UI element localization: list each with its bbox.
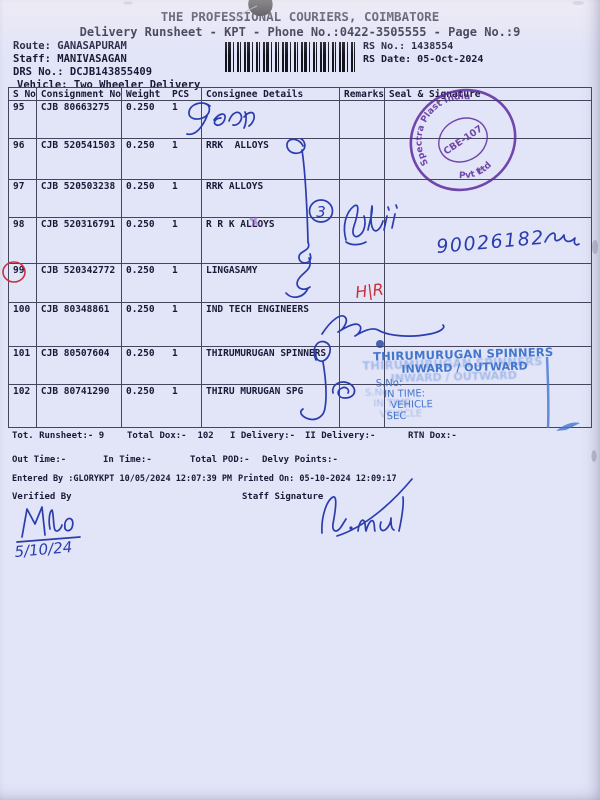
- col-weight: Weight: [125, 89, 161, 100]
- cell-weight: 0.250: [125, 140, 155, 151]
- cell-remarks: [338, 217, 386, 264]
- page-title: THE PROFESSIONAL COURIERS, COIMBATORE: [160, 9, 440, 24]
- in-time: In Time:-: [103, 455, 152, 465]
- staff-line: Staff: MANIVASAGAN: [13, 53, 127, 65]
- cell-weight: 0.250: [125, 386, 155, 397]
- cell-remarks: [338, 263, 386, 303]
- entered-by: Entered By :GLORYKPT 10/05/2024 12:07:39…: [12, 474, 233, 484]
- cell-consignment: CJB 80507604: [35, 346, 122, 385]
- table-row: 97 CJB 520503238 0.250 1 RRK ALLOYS: [8, 179, 593, 218]
- col-sno: S No: [8, 87, 37, 101]
- rtn-dox: RTN Dox:-: [408, 431, 457, 441]
- cell-consignment: CJB 520316791: [35, 217, 122, 264]
- total-runsheet: Tot. Runsheet:- 9: [12, 431, 105, 441]
- cell-consignment: CJB 520342772: [35, 263, 122, 303]
- cell-seal: [384, 100, 593, 139]
- cell-weight: 0.250: [125, 181, 155, 192]
- cell-weight: 0.250: [125, 102, 155, 113]
- inward-outward-stamp: THIRUMURUGAN SPINNERS INWARD / OUTWARD S…: [362, 344, 571, 435]
- rs-number: RS No.: 1438554: [363, 41, 454, 52]
- cell-sno: 100: [8, 302, 37, 347]
- cell-consignee: R R K ALLOYS: [200, 217, 340, 264]
- table-row: 99 CJB 520342772 0.250 1 LINGASAMY: [8, 263, 593, 303]
- i-delivery: I Delivery:-: [230, 431, 296, 441]
- cell-consignment: CJB 80663275: [35, 100, 122, 139]
- col-weight-pcs: Weight PCS: [120, 87, 202, 101]
- printed-on: Printed On: 05-10-2024 12:09:17: [238, 474, 397, 484]
- cell-weight: 0.250: [125, 219, 155, 230]
- runsheet-table: S No Consignment No Weight PCS Consignee …: [8, 87, 593, 428]
- cell-pcs: 1: [171, 102, 178, 113]
- staff-signature-ink: [321, 478, 413, 537]
- table-row: 100 CJB 80348861 0.250 1 IND TECH ENGINEE…: [8, 302, 593, 347]
- page-subtitle: Delivery Runsheet - KPT - Phone No.:0422…: [79, 25, 521, 39]
- cell-consignee: IND TECH ENGINEERS: [200, 302, 340, 347]
- table-row: 98 CJB 520316791 0.250 1 R R K ALLOYS: [8, 217, 593, 264]
- table-row: 95 CJB 80663275 0.250 1: [8, 100, 593, 139]
- barcode: [225, 42, 358, 72]
- total-dox: Total Dox:- 102: [127, 431, 214, 441]
- col-consignee: Consignee Details: [200, 87, 340, 101]
- cell-consignee: THIRU MURUGAN SPG: [200, 384, 340, 428]
- cell-pcs: 1: [171, 140, 178, 151]
- table-row: 102 CJB 80741290 0.250 1 THIRU MURUGAN SP…: [8, 384, 593, 428]
- route-line: Route: GANASAPURAM: [13, 40, 127, 52]
- cell-consignment: CJB 80348861: [35, 302, 122, 347]
- stamp-main-layer: THIRUMURUGAN SPINNERS INWARD / OUTWARD S…: [373, 344, 571, 435]
- verified-by-label: Verified By: [12, 492, 72, 502]
- cell-remarks: [338, 179, 386, 218]
- col-consignment: Consignment No: [35, 87, 122, 101]
- cell-weight: 0.250: [125, 348, 155, 359]
- cell-consignee: RRK ALLOYS: [200, 138, 340, 180]
- col-pcs: PCS: [171, 89, 190, 100]
- col-remarks: Remarks: [338, 87, 386, 101]
- cell-consignee: THIRUMURUGAN SPINNERS: [200, 346, 340, 385]
- cell-pcs: 1: [171, 304, 178, 315]
- cell-consignment: CJB 520503238: [35, 179, 122, 218]
- cell-seal: [384, 263, 593, 303]
- cell-consignment: CJB 80741290: [35, 384, 122, 428]
- staff-signature-label: Staff Signature: [242, 492, 324, 502]
- col-seal: Seal & Signature: [384, 87, 593, 101]
- verified-signature: [16, 506, 81, 543]
- cell-pcs: 1: [171, 265, 178, 276]
- cell-sno: 97: [8, 179, 37, 218]
- cell-sno: 95: [8, 100, 37, 139]
- verified-date: 5/10/24: [14, 538, 73, 561]
- cell-pcs: 1: [171, 348, 178, 359]
- cell-seal: [384, 138, 593, 180]
- cell-remarks: [338, 302, 386, 347]
- cell-seal: [384, 217, 593, 264]
- cell-pcs: 1: [171, 181, 178, 192]
- cell-seal: [384, 384, 593, 428]
- cell-sno: 99: [8, 263, 37, 303]
- cell-consignee: RRK ALLOYS: [200, 179, 340, 218]
- table-row: 96 CJB 520541503 0.250 1 RRK ALLOYS: [8, 138, 593, 180]
- table-header-row: S No Consignment No Weight PCS Consignee …: [8, 87, 593, 101]
- cell-consignee: [200, 100, 340, 139]
- total-pod: Total POD:-: [190, 455, 250, 465]
- ii-delivery: II Delivery:-: [305, 431, 376, 441]
- cell-remarks: [338, 138, 386, 180]
- cell-weight: 0.250: [125, 304, 155, 315]
- cell-seal: [384, 302, 593, 347]
- cell-remarks: [338, 100, 386, 139]
- delvy-points: Delvy Points:-: [262, 455, 338, 465]
- cell-pcs: 1: [171, 219, 178, 230]
- cell-sno: 96: [8, 138, 37, 180]
- cell-consignment: CJB 520541503: [35, 138, 122, 180]
- cell-sno: 102: [8, 384, 37, 428]
- cell-pcs: 1: [171, 386, 178, 397]
- cell-sno: 101: [8, 346, 37, 385]
- out-time: Out Time:-: [12, 455, 67, 465]
- cell-consignee: LINGASAMY: [200, 263, 340, 303]
- rs-date: RS Date: 05-Oct-2024: [363, 54, 484, 65]
- cell-seal: [384, 179, 593, 218]
- cell-weight: 0.250: [125, 265, 155, 276]
- cell-sno: 98: [8, 217, 37, 264]
- drs-line: DRS No.: DCJB143855409: [13, 66, 153, 78]
